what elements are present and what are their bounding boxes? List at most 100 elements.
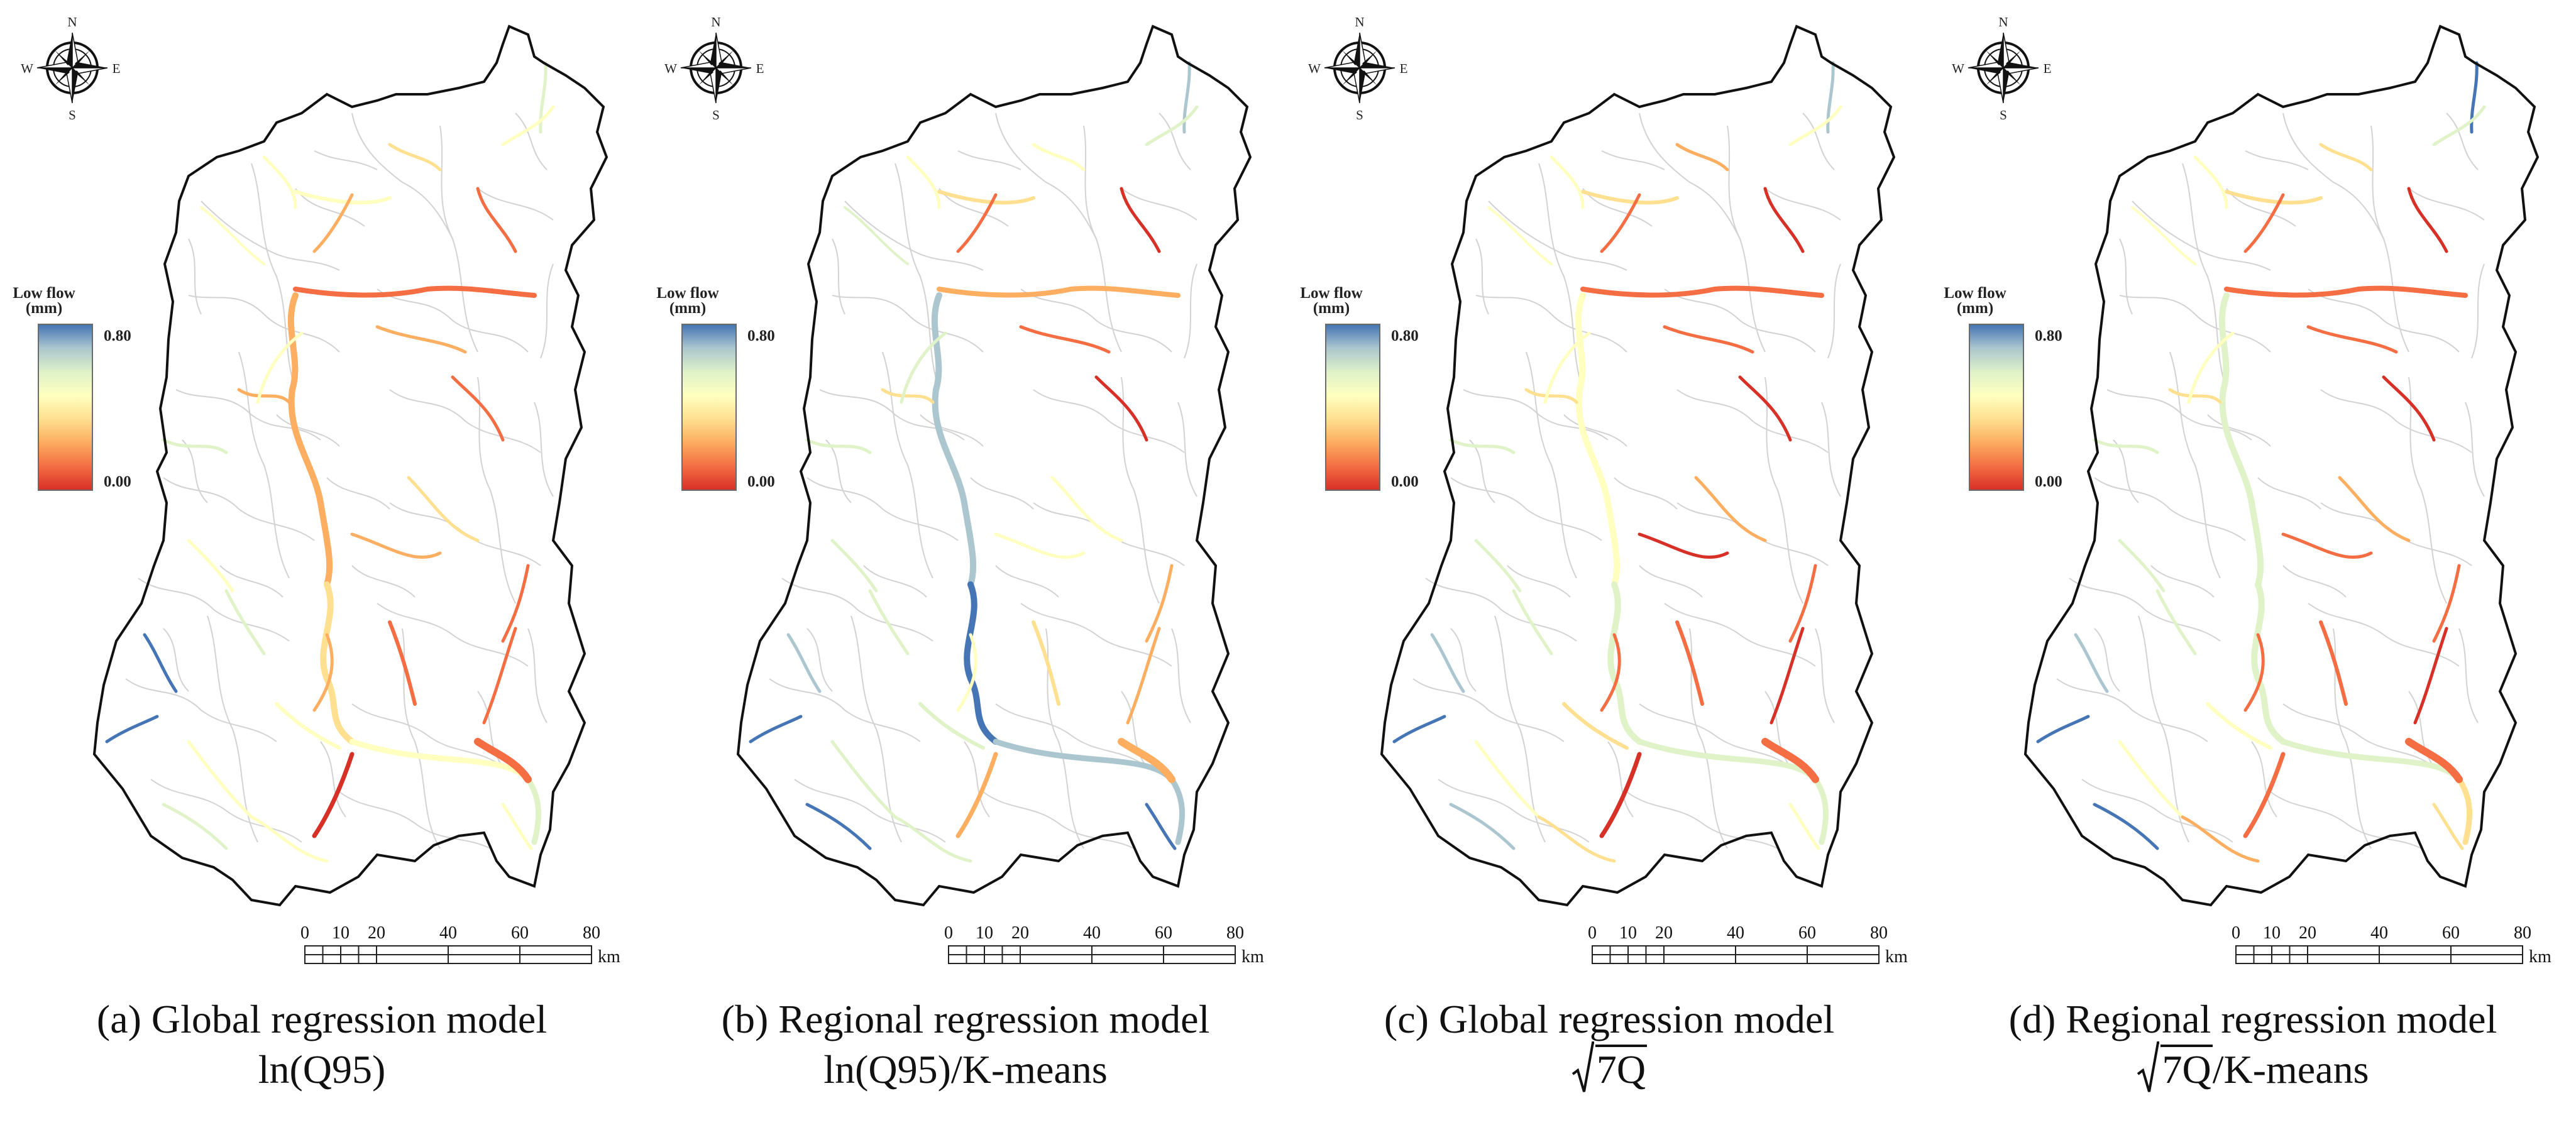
scale-tick-label: 80 bbox=[583, 923, 600, 943]
stream-segment bbox=[805, 438, 872, 454]
stream-segment bbox=[956, 193, 998, 253]
stream-segment bbox=[2118, 539, 2166, 593]
subcatchment-line bbox=[2458, 628, 2479, 723]
stream-segment bbox=[2155, 589, 2197, 656]
stream-segment bbox=[893, 815, 972, 863]
subcatchment-line bbox=[138, 578, 290, 642]
panel-caption: (a) Global regression model bbox=[96, 997, 548, 1041]
subcatchment-line bbox=[2251, 741, 2277, 818]
compass-label-n: N bbox=[67, 14, 77, 30]
stream-segment bbox=[1449, 438, 1516, 454]
scale-tick-label: 20 bbox=[1011, 923, 1029, 943]
stream-segment bbox=[2218, 292, 2264, 588]
subcatchment-line bbox=[2257, 477, 2321, 510]
stream-segment bbox=[900, 331, 947, 404]
stream-segment bbox=[1826, 61, 1835, 134]
scale-tick-label: 20 bbox=[1655, 923, 1673, 943]
subcatchment-line bbox=[2207, 414, 2271, 447]
stream-network bbox=[2036, 61, 2486, 863]
stream-segment bbox=[275, 702, 341, 750]
stream-segment bbox=[1675, 620, 1704, 706]
stream-segment bbox=[320, 581, 355, 745]
subcatchment-line bbox=[1121, 691, 1147, 767]
stream-segment bbox=[474, 738, 532, 783]
basin-boundary bbox=[92, 25, 608, 907]
subcatchment-boundaries bbox=[769, 112, 1197, 849]
scale-tick-label: 40 bbox=[1083, 923, 1101, 943]
stream-segment bbox=[143, 633, 178, 693]
subcatchment-line bbox=[2408, 691, 2435, 767]
low-flow-legend: Low flow (mm) 0.80 0.00 bbox=[1940, 285, 2079, 500]
subcatchment-line bbox=[794, 779, 946, 843]
stream-segment bbox=[162, 803, 228, 850]
stream-segment bbox=[881, 388, 935, 404]
stream-segment bbox=[407, 476, 480, 542]
scale-tick-label: 80 bbox=[1870, 923, 1888, 943]
compass-label-e: E bbox=[2044, 61, 2052, 76]
stream-segment bbox=[501, 564, 530, 643]
subcatchment-line bbox=[1827, 263, 1841, 359]
scale-tick-label: 10 bbox=[2263, 923, 2281, 943]
stream-segment bbox=[1770, 627, 1805, 725]
subcatchment-line bbox=[2308, 288, 2460, 353]
stream-segment bbox=[1599, 752, 1642, 838]
subcatchment-line bbox=[806, 477, 959, 541]
stream-segment bbox=[1145, 564, 1174, 643]
stream-segment bbox=[844, 206, 909, 265]
subcatchment-line bbox=[219, 565, 283, 598]
stream-segment bbox=[1182, 61, 1191, 134]
stream-segment bbox=[1694, 476, 1767, 542]
scale-bar: 0 10 20 40 60 80 km bbox=[2232, 923, 2551, 967]
scale-tick-label: 20 bbox=[368, 923, 385, 943]
stream-segment bbox=[388, 143, 442, 172]
subcatchment-line bbox=[964, 741, 990, 818]
subcatchment-line bbox=[1177, 402, 1197, 497]
subcatchment-line bbox=[957, 150, 1021, 170]
subcatchment-line bbox=[2270, 791, 2422, 849]
stream-segment bbox=[2093, 803, 2159, 850]
map-panel-a: N S E W 0 10 20 40 60 80 km Low flow (mm) 0.80 0.00 (a)… bbox=[0, 0, 644, 1125]
stream-segment bbox=[256, 331, 304, 404]
stream-segment bbox=[2118, 740, 2184, 819]
stream-segment bbox=[1788, 105, 1842, 146]
stream-segment bbox=[287, 292, 333, 588]
compass-label-w: W bbox=[1308, 61, 1321, 76]
stream-segment bbox=[312, 193, 354, 253]
basin-map: N S E W 0 10 20 40 60 80 km bbox=[1308, 14, 1908, 967]
subcatchment-line bbox=[1607, 741, 1634, 818]
scale-unit-label: km bbox=[2529, 947, 2551, 967]
subcatchment-line bbox=[995, 112, 1097, 239]
legend-title: Low flow (mm) bbox=[13, 285, 75, 317]
stream-segment bbox=[2225, 190, 2323, 205]
subcatchment-line bbox=[515, 112, 548, 170]
stream-segment bbox=[482, 627, 517, 725]
stream-segment bbox=[1126, 627, 1161, 725]
compass-label-e: E bbox=[1400, 61, 1408, 76]
map-panel-d: N S E W 0 10 20 40 60 80 km Low flow (mm) 0.80 0.00 (d)… bbox=[1931, 0, 2575, 1125]
subcatchment-line bbox=[1664, 288, 1816, 353]
stream-segment bbox=[1019, 325, 1111, 354]
stream-segment bbox=[1580, 285, 1824, 298]
stream-segment bbox=[956, 633, 977, 712]
stream-segment bbox=[1537, 815, 1616, 863]
scale-unit-label: km bbox=[1885, 947, 1908, 967]
legend-color-ramp bbox=[38, 324, 93, 491]
subcatchment-line bbox=[125, 678, 277, 742]
stream-segment bbox=[1032, 143, 1086, 172]
compass-rose-icon: N S E W bbox=[1952, 14, 2051, 123]
subcatchment-line bbox=[1614, 477, 1678, 510]
subcatchment-line bbox=[320, 741, 346, 818]
scale-unit-label: km bbox=[598, 947, 620, 967]
basin-boundary bbox=[1380, 25, 1896, 907]
subcatchment-line bbox=[534, 402, 554, 497]
scale-tick-label: 60 bbox=[1798, 923, 1816, 943]
legend-color-ramp bbox=[1325, 324, 1380, 491]
subcatchment-line bbox=[326, 477, 390, 510]
stream-segment bbox=[868, 589, 910, 656]
stream-segment bbox=[2280, 738, 2462, 782]
stream-segment bbox=[786, 633, 822, 693]
stream-segment bbox=[2243, 633, 2265, 712]
subcatchment-line bbox=[1450, 628, 1477, 692]
subcatchment-line bbox=[1450, 477, 1602, 541]
compass-label-n: N bbox=[1355, 14, 1364, 30]
